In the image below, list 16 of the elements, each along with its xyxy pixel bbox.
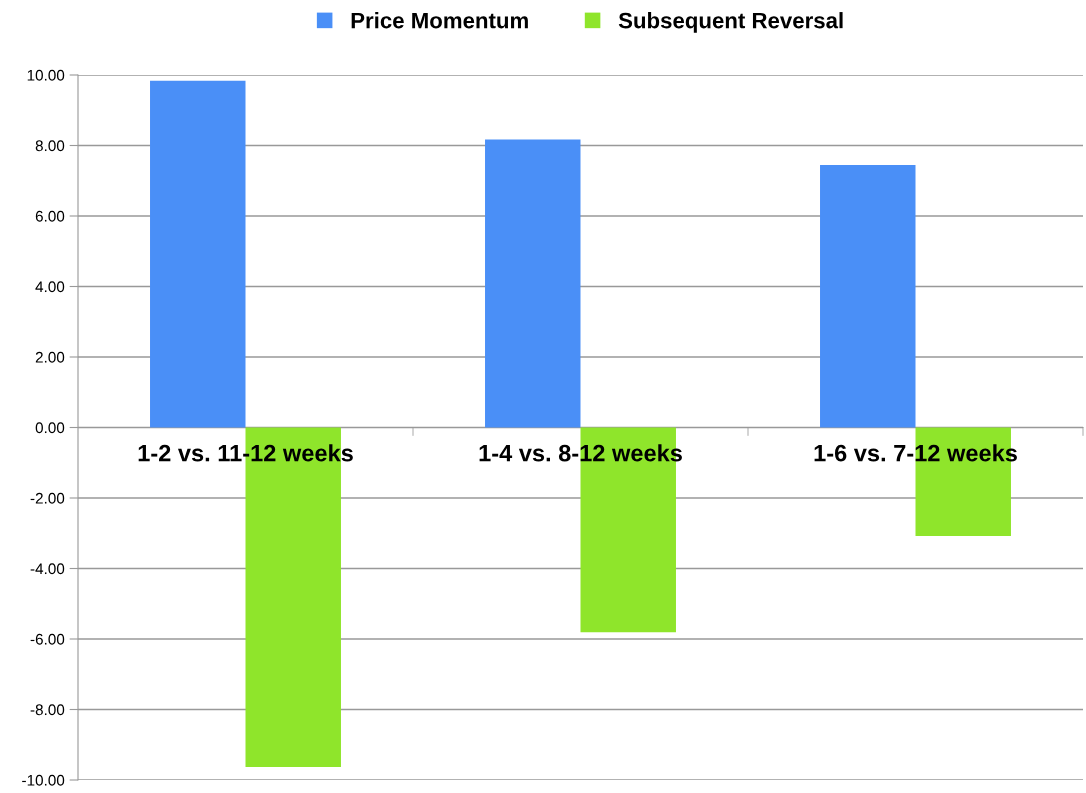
bar bbox=[150, 80, 246, 428]
y-tick-label: 10.00 bbox=[27, 69, 65, 81]
y-tick-label: 4.00 bbox=[35, 281, 65, 293]
y-tick-label: -2.00 bbox=[30, 492, 65, 504]
legend-label: Subsequent Reversal bbox=[618, 12, 843, 33]
y-tick-label: 0.00 bbox=[35, 422, 65, 434]
y-tick-label: 2.00 bbox=[35, 351, 65, 363]
legend-label: Price Momentum bbox=[351, 12, 528, 29]
y-tick-label: -6.00 bbox=[30, 633, 65, 645]
y-tick-label: 8.00 bbox=[35, 140, 65, 152]
y-tick-label: -10.00 bbox=[22, 774, 65, 786]
bar bbox=[820, 164, 916, 428]
y-tick-label: 6.00 bbox=[35, 210, 65, 222]
y-tick-label: -4.00 bbox=[30, 563, 65, 575]
y-tick-label: -8.00 bbox=[30, 704, 65, 716]
bar bbox=[485, 139, 581, 428]
